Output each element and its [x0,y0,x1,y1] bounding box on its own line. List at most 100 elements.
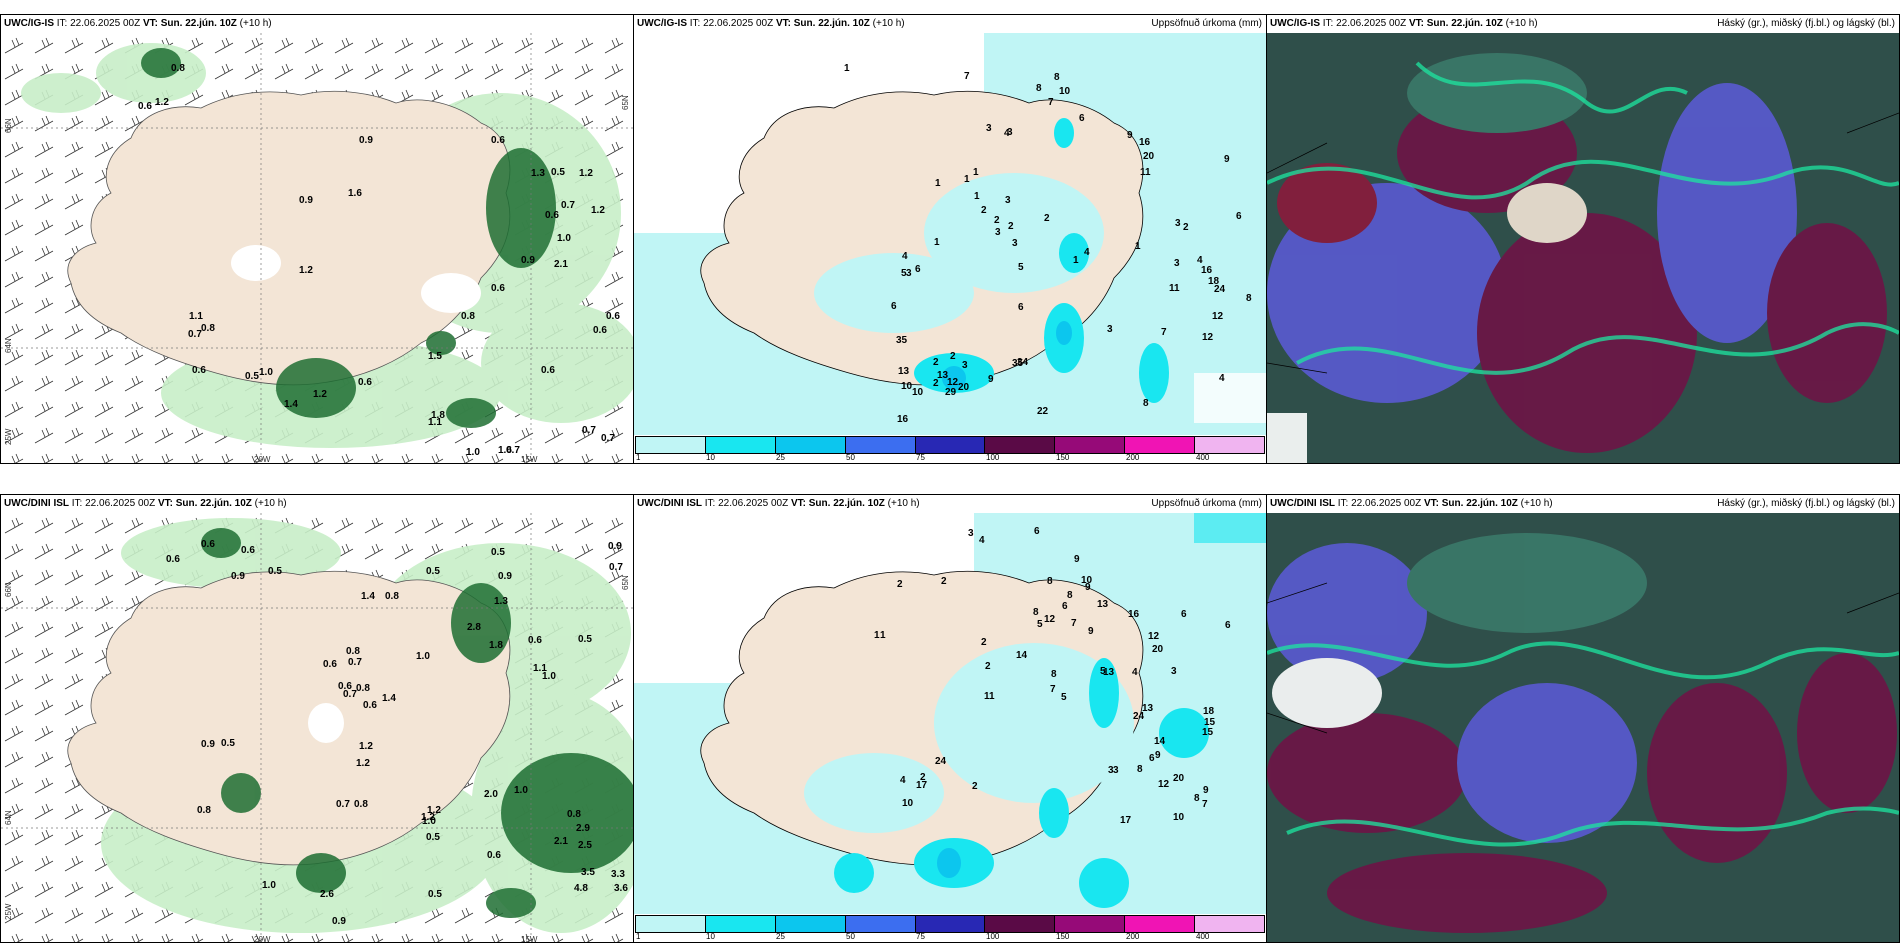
legend-tick-label: 50 [846,932,855,941]
map-value-label: 0.7 [506,445,520,456]
map-value-label: 1.4 [361,591,375,602]
map-value-label: 0.6 [363,700,377,711]
legend-swatch [985,916,1056,932]
map-value-label: 29 [945,387,957,398]
map-value-label: 16 [1128,609,1140,620]
lat-label-66n: 66N [4,582,13,597]
lon-label-15w: 15W [521,455,538,464]
map-value-label: 1.0 [259,367,273,378]
map-value-label: 1.0 [514,785,528,796]
map-value-label: 5 [901,268,907,279]
map-value-label: 7 [1071,618,1077,629]
map-value-label: 12 [1044,614,1056,625]
panel-ig-wind: UWC/IG-IS IT: 22.06.2025 00Z VT: Sun. 22… [0,14,634,464]
map-value-label: 0.8 [385,591,399,602]
map-value-label: 0.5 [245,371,259,382]
map-value-label: 2 [933,357,939,368]
map-value-label: 1.0 [416,651,430,662]
map-value-label: 4 [1219,373,1225,384]
valid-time-label: VT: [790,498,806,509]
map-value-label: 1.2 [359,741,373,752]
legend-swatch [1195,437,1265,453]
map-value-label: 1.0 [466,447,480,458]
map-value-label: 10 [1081,575,1093,586]
cloud-map [1267,33,1899,463]
map-value-label: 1.4 [284,399,298,410]
legend-tick-label: 200 [1126,932,1140,941]
map-value-label: 0.6 [138,101,152,112]
lead-time: (+10 h) [887,498,920,509]
map-value-label: 4 [902,251,908,262]
map-value-label: 12 [1202,332,1214,343]
legend-swatch [705,437,776,453]
map-value-label: 8 [1067,590,1073,601]
map-value-label: 3 [1113,765,1119,776]
panel-ig-precip: UWC/IG-IS IT: 22.06.2025 00Z VT: Sun. 22… [633,14,1267,464]
legend-swatch [985,437,1056,453]
map-value-label: 0.7 [609,562,623,573]
model-name: UWC/DINI ISL [1270,498,1335,509]
map-value-label: 6 [891,301,897,312]
map-value-label: 3 [995,227,1001,238]
map-value-label: 3 [968,528,974,539]
map-value-label: 2.9 [576,823,590,834]
valid-time-label: VT: [1408,18,1424,29]
map-value-label: 0.7 [348,657,362,668]
map-value-label: 1.2 [356,758,370,769]
map-value-label: 7 [964,71,970,82]
map-value-label: 1.0 [422,816,436,827]
map-value-label: 1.2 [155,97,169,108]
map-value-label: 1.0 [542,671,556,682]
map-value-label: 4 [1132,667,1138,678]
map-value-label: 3 [986,123,992,134]
precip-legend: 1 10 25 50 75 100 150 200 400 [634,914,1266,942]
map-value-label: 13 [898,366,910,377]
map-value-label: 1.8 [489,640,503,651]
map-value-label: 0.9 [332,916,346,927]
map-value-label: 15 [1204,717,1216,728]
map-value-label: 0.6 [166,554,180,565]
map-value-label: 0.7 [561,200,575,211]
legend-tick-label: 150 [1056,932,1070,941]
map-value-label: 0.5 [268,566,282,577]
map-value-label: 10 [912,387,924,398]
map-value-label: 1 [964,174,970,185]
map-value-label: 1 [1073,255,1079,266]
valid-time: Sun. 22.jún. 10Z [808,498,885,509]
init-time: IT: 22.06.2025 00Z [704,498,789,509]
map-value-label: 34 [1017,357,1029,368]
init-time: IT: 22.06.2025 00Z [1322,18,1407,29]
legend-bar [635,915,1265,933]
map-value-label: 2 [1008,221,1014,232]
map-value-label: 4 [900,775,906,786]
map-value-label: 11 [1140,167,1151,178]
map-value-label: 1.0 [557,233,571,244]
map-value-label: 1 [973,167,979,178]
lat-label-64n: 64N [4,338,13,353]
map-value-label: 1.2 [427,805,441,816]
map-value-label: 3.3 [611,869,625,880]
map-value-label: 9 [1088,626,1094,637]
map-value-label: 20 [1173,773,1185,784]
map-value-label: 2 [950,351,956,362]
map-value-label: 3 [906,268,912,279]
map-value-label: 2.8 [467,622,481,633]
map-value-label: 0.9 [299,195,313,206]
panel-header: UWC/DINI ISL IT: 22.06.2025 00Z VT: Sun.… [634,495,1266,513]
init-time: IT: 22.06.2025 00Z [71,498,156,509]
map-value-label: 6 [1225,620,1231,631]
lat-label-65n: 65N [621,575,630,590]
legend-swatch [1195,916,1265,932]
valid-time-label: VT: [142,18,158,29]
map-value-label: 1.3 [531,168,545,179]
legend-swatch [1055,916,1126,932]
map-value-label: 6 [1149,753,1155,764]
map-value-label: 8 [1036,83,1042,94]
map-value-label: 8 [1194,793,1200,804]
map-value-label: 2 [897,579,903,590]
legend-tick-label: 400 [1196,453,1210,462]
map-value-label: 4.8 [574,883,588,894]
map-value-label: 10 [902,798,914,809]
panel-dini-precip: UWC/DINI ISL IT: 22.06.2025 00Z VT: Sun.… [633,494,1267,943]
map-value-label: 2 [941,576,947,587]
